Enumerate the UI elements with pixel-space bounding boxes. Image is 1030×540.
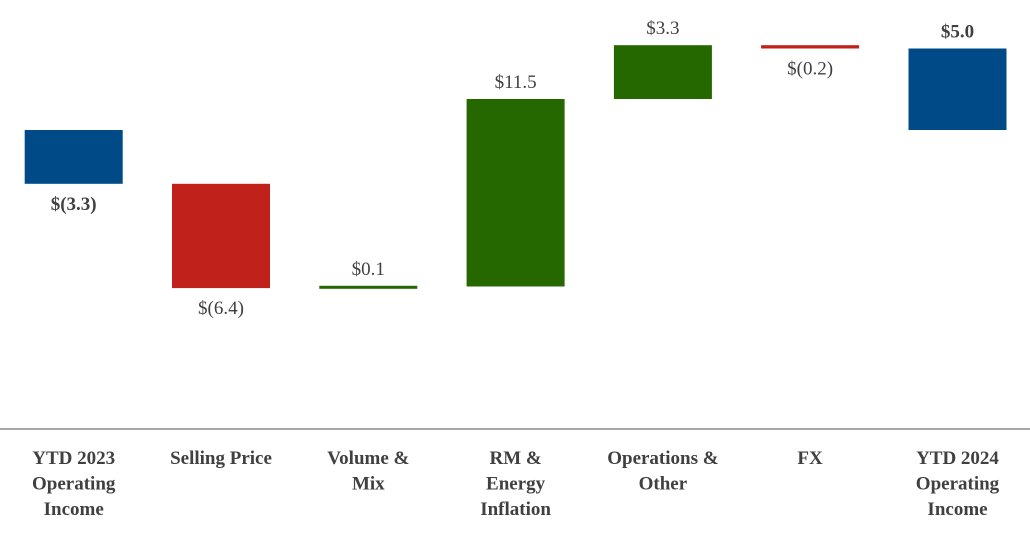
bar-7 (908, 48, 1007, 130)
category-label-5-line-2: Other (639, 474, 688, 495)
bar-1 (24, 130, 123, 184)
value-label-6: $(0.2) (787, 59, 833, 80)
category-label-1-line-1: YTD 2023 (32, 448, 115, 469)
bar-2 (172, 183, 270, 289)
bar-group (24, 45, 1007, 289)
category-label-6-line-1: FX (797, 448, 823, 469)
value-label-4: $11.5 (495, 72, 537, 93)
bar-6 (761, 45, 860, 49)
category-label-4-line-1: RM & (489, 448, 541, 469)
category-label-2-line-1: Selling Price (170, 448, 272, 469)
value-label-1: $(3.3) (51, 194, 97, 215)
category-label-4-line-3: Inflation (480, 499, 551, 520)
value-label-5: $3.3 (646, 18, 679, 39)
category-label-3-line-1: Volume & (327, 448, 409, 469)
value-label-7: $5.0 (941, 22, 974, 43)
bar-4 (466, 99, 565, 287)
category-label-3-line-2: Mix (352, 474, 385, 495)
category-label-4-line-2: Energy (486, 474, 546, 495)
category-label-7-line-2: Operating (916, 474, 1000, 495)
category-label-7-line-1: YTD 2024 (916, 448, 999, 469)
category-label-1-line-2: Operating (32, 474, 116, 495)
category-label-7-line-3: Income (927, 499, 987, 520)
category-label-1-line-3: Income (44, 499, 104, 520)
category-label-group: YTD 2023 Operating Income Selling Price Volu… (32, 448, 1000, 520)
value-label-group: $(3.3) $(6.4) $0.1 $11.5 $3.3 $(0.2) $5.0 (51, 18, 974, 319)
category-label-5-line-1: Operations & (607, 448, 718, 469)
value-label-2: $(6.4) (198, 298, 244, 319)
value-label-3: $0.1 (352, 259, 385, 280)
bar-5 (613, 45, 712, 99)
bar-3 (319, 285, 418, 289)
